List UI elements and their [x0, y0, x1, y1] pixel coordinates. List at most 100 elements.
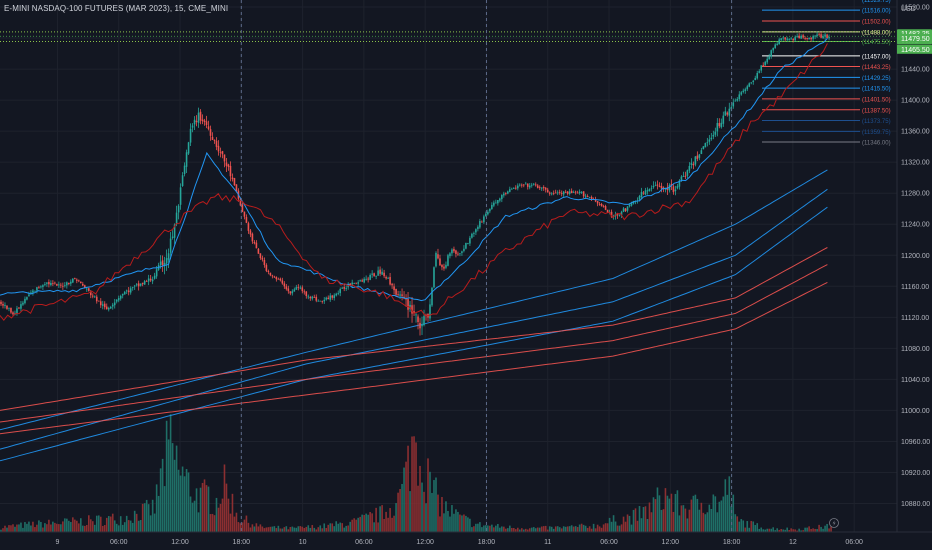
- volume-bar: [54, 522, 56, 532]
- volume-bar: [151, 499, 154, 532]
- candle-body: [161, 260, 164, 266]
- candle-body: [247, 223, 250, 231]
- volume-bar: [64, 518, 66, 532]
- volume-bar: [692, 495, 695, 532]
- volume-bar: [475, 523, 477, 532]
- level-label: (11429.25): [862, 76, 891, 82]
- y-tick-label: 10920.00: [901, 470, 930, 477]
- volume-bar: [509, 525, 511, 532]
- time-axis[interactable]: 9 06:00 12:00 18:00 10 06:00 12:00 18:00 11 06:00…: [56, 539, 864, 546]
- candle-body: [181, 175, 184, 187]
- volume-bar: [764, 529, 767, 532]
- volume-bar: [441, 497, 443, 532]
- candle-body: [648, 188, 651, 192]
- volume-bar: [435, 477, 437, 532]
- time-axis-background[interactable]: [0, 532, 932, 550]
- candle-body: [245, 217, 248, 223]
- candle-body: [209, 129, 212, 136]
- volume-bar: [433, 480, 435, 532]
- volume-bar: [46, 524, 48, 532]
- candle-body: [766, 58, 769, 63]
- candle-body: [343, 287, 345, 289]
- candle-body: [497, 200, 499, 204]
- volume-bar: [399, 488, 401, 532]
- volume-bar: [794, 529, 796, 532]
- price-axis[interactable]: 11520.0011480.0011440.0011400.0011360.00…: [901, 5, 930, 509]
- volume-bar: [650, 512, 653, 532]
- volume-bar: [315, 529, 318, 532]
- candle-body: [568, 191, 571, 194]
- candle-body: [80, 281, 82, 284]
- volume-bar: [133, 510, 136, 532]
- chart-title: E-MINI NASDAQ-100 FUTURES (MAR 2023), 15…: [4, 4, 229, 13]
- volume-bar: [465, 515, 467, 532]
- secondary-price-label: 11465.50: [901, 47, 930, 54]
- candle-body: [159, 261, 162, 266]
- volume-bar: [105, 517, 108, 532]
- candle-body: [107, 307, 110, 310]
- candle-body: [507, 191, 509, 194]
- volume-bar: [578, 524, 581, 532]
- volume-bar: [50, 524, 52, 532]
- candle-body: [273, 276, 276, 278]
- candle-body: [167, 253, 170, 260]
- candle-body: [485, 213, 487, 217]
- candle-body: [696, 155, 699, 159]
- volume-bar: [339, 522, 342, 532]
- volume-bar: [225, 483, 228, 532]
- candle-body: [562, 191, 565, 195]
- y-tick-label: 11160.00: [901, 284, 929, 291]
- candle-body: [800, 35, 802, 39]
- candle-body: [706, 142, 709, 144]
- candle-body: [20, 304, 22, 309]
- candle-body: [726, 112, 729, 115]
- volume-bar: [540, 526, 543, 532]
- price-axis-background[interactable]: [897, 0, 932, 532]
- volume-bar: [329, 523, 332, 532]
- candle-body: [710, 137, 713, 140]
- volume-bar: [584, 525, 587, 532]
- volume-bar: [269, 526, 272, 532]
- volume-bar: [111, 513, 114, 532]
- candle-body: [718, 123, 721, 127]
- volume-bar: [183, 476, 186, 532]
- candle-body: [339, 288, 342, 294]
- alert-icon[interactable]: [829, 518, 839, 528]
- candle-body: [792, 38, 794, 41]
- volume-bar: [437, 494, 439, 532]
- candle-body: [708, 139, 711, 142]
- volume-bar: [666, 495, 669, 532]
- volume-bar: [407, 445, 409, 532]
- volume-bar: [389, 508, 391, 532]
- volume-bar: [564, 526, 567, 532]
- candle-body: [399, 294, 401, 296]
- volume-bar: [524, 528, 527, 532]
- candle-body: [704, 143, 707, 148]
- candle-body: [193, 119, 196, 125]
- volume-bar: [586, 527, 589, 532]
- volume-bar: [485, 525, 487, 532]
- volume-bar: [606, 523, 609, 532]
- volume-bar: [215, 497, 218, 532]
- volume-bar: [754, 524, 757, 532]
- volume-bar: [199, 487, 202, 532]
- candle-body: [82, 283, 84, 286]
- candle-body: [828, 36, 830, 39]
- volume-bar: [167, 439, 170, 532]
- volume-bar: [129, 520, 132, 532]
- candle-body: [373, 273, 375, 277]
- candle-body: [459, 253, 461, 255]
- moving-averages: [0, 38, 828, 322]
- volume-bar: [746, 521, 749, 532]
- candle-body: [381, 271, 383, 275]
- candle-body: [550, 193, 553, 195]
- candle-body: [768, 56, 771, 60]
- candle-body: [471, 233, 473, 238]
- volume-bar: [636, 520, 639, 532]
- volume-bar: [227, 498, 230, 532]
- candle-body: [720, 122, 723, 128]
- volume-bar: [604, 523, 607, 532]
- candle-body: [445, 264, 447, 268]
